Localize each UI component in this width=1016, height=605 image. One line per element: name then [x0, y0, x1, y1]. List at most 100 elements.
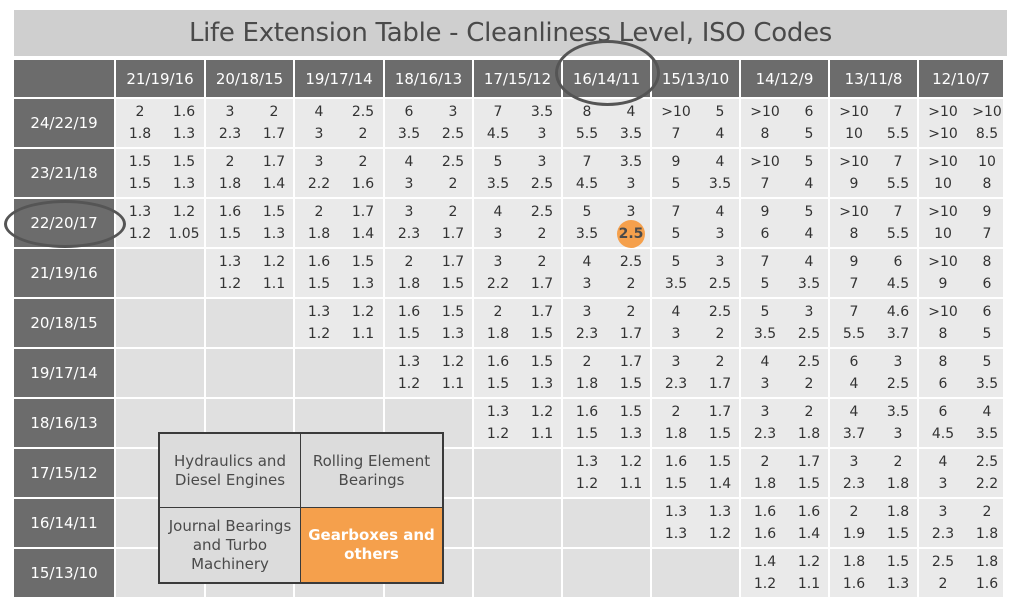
cell-value: 2.5	[797, 354, 821, 370]
empty-cell	[563, 549, 652, 599]
table-corner	[14, 60, 116, 99]
cell-value: 2	[225, 154, 235, 170]
cell-value: 2	[804, 404, 814, 420]
cell-value: 6	[760, 226, 770, 242]
cell-value: 1.7	[797, 454, 821, 470]
cell-value: 1.3	[307, 304, 331, 320]
cell-value: 3	[715, 226, 725, 242]
data-cell: 1.6 1.6 1.6 1.4	[741, 499, 830, 549]
column-header: 18/16/13	[385, 60, 474, 99]
cell-value: 3	[893, 426, 903, 442]
cell-value: 1.2	[218, 276, 242, 292]
legend-hydraulics-label: Hydraulics and Diesel Engines	[174, 451, 286, 489]
data-cell: >10 6 8 5	[919, 299, 1005, 349]
cell-value: 1.6	[753, 504, 777, 520]
data-cell: 5 3 3.5 2.5	[652, 249, 741, 299]
cell-value: 4	[671, 304, 681, 320]
cell-value: 4	[715, 154, 725, 170]
data-cell: 2 1.7 1.8 1.5	[385, 249, 474, 299]
data-cell: 1.3 1.2 1.2 1.1	[295, 299, 385, 349]
cell-value: 3	[938, 504, 948, 520]
cell-value: 8	[582, 104, 592, 120]
cell-value: 1.3	[218, 254, 242, 270]
cell-value: 1.2	[530, 404, 554, 420]
cell-value: 2.5	[530, 176, 554, 192]
cell-value: >10	[928, 126, 958, 142]
cell-value: 2	[269, 104, 279, 120]
cell-value: 1.4	[351, 226, 375, 242]
cell-value: >10	[972, 104, 1002, 120]
cell-value: 7	[671, 126, 681, 142]
data-cell: 4 2.5 3 2.2	[919, 449, 1005, 499]
row-header: 18/16/13	[14, 399, 116, 449]
cell-value: 1.1	[441, 376, 465, 392]
cell-value: 2	[893, 454, 903, 470]
cell-value: 5	[804, 204, 814, 220]
cell-value: 1.7	[262, 154, 286, 170]
cell-value: >10	[928, 154, 958, 170]
cell-value: 2.2	[486, 276, 510, 292]
cell-value: 2.5	[975, 454, 999, 470]
data-cell: 4 2.5 3 2	[295, 99, 385, 149]
cell-value: 5	[804, 154, 814, 170]
cell-value: 6	[938, 404, 948, 420]
cell-value: 10	[934, 226, 952, 242]
data-cell: 5 3 3.5 2.5	[563, 199, 652, 249]
empty-cell	[116, 249, 206, 299]
cell-value: 1.5	[575, 426, 599, 442]
cell-value: 3	[715, 254, 725, 270]
cell-value: 3.5	[753, 326, 777, 342]
cell-value: 8	[982, 176, 992, 192]
cell-value: 4.5	[931, 426, 955, 442]
cell-value: >10	[839, 204, 869, 220]
cell-value: 1.8	[397, 276, 421, 292]
cell-value: 2.3	[397, 226, 421, 242]
cell-value: 2.5	[886, 376, 910, 392]
row-header: 16/14/11	[14, 499, 116, 549]
cell-value: 1.3	[886, 576, 910, 592]
data-cell: 4 2.5 3 2	[741, 349, 830, 399]
data-cell: 3 2 2.3 1.8	[919, 499, 1005, 549]
data-cell: 4 2.5 3 2	[652, 299, 741, 349]
data-cell: 2 1.7 1.8 1.4	[295, 199, 385, 249]
empty-cell	[474, 549, 563, 599]
cell-value: 1.8	[886, 504, 910, 520]
empty-cell	[206, 349, 295, 399]
cell-value: 6	[982, 304, 992, 320]
column-header: 16/14/11	[563, 60, 652, 99]
cell-value: 1.2	[619, 454, 643, 470]
cell-value: 1.5	[262, 204, 286, 220]
cell-value: 3.5	[397, 126, 421, 142]
legend-gearboxes: Gearboxes and others	[301, 508, 442, 582]
cell-value: 8.5	[975, 126, 999, 142]
cell-value: 5	[671, 176, 681, 192]
cell-value: 4	[760, 354, 770, 370]
data-cell: >10 8 9 6	[919, 249, 1005, 299]
data-cell: 3 2 2.3 1.8	[830, 449, 919, 499]
data-cell: 1.3 1.2 1.2 1.1	[474, 399, 563, 449]
cell-value: 1.7	[351, 204, 375, 220]
cell-value: 1.8	[128, 126, 152, 142]
cell-value: 1.7	[441, 226, 465, 242]
row-header: 19/17/14	[14, 349, 116, 399]
cell-value: 3	[671, 326, 681, 342]
cell-value: 6	[938, 376, 948, 392]
cell-value: 7	[893, 154, 903, 170]
data-cell: 5 3 3.5 2.5	[741, 299, 830, 349]
cell-value: 3.5	[664, 276, 688, 292]
cell-value: 4	[938, 454, 948, 470]
data-cell: >10 5 7 4	[741, 149, 830, 199]
cell-value: 1.8	[575, 376, 599, 392]
cell-value: 1.5	[441, 276, 465, 292]
data-cell: 3 2 2.3 1.7	[206, 99, 295, 149]
cell-value: 3.7	[842, 426, 866, 442]
cell-value: 5	[493, 154, 503, 170]
cell-value: 5.5	[575, 126, 599, 142]
cell-value: 9	[849, 176, 859, 192]
cell-value: 7	[582, 154, 592, 170]
cell-value: 2	[849, 504, 859, 520]
data-cell: 1.3 1.2 1.2 1.1	[385, 349, 474, 399]
empty-cell	[116, 299, 206, 349]
cell-value: 4	[849, 376, 859, 392]
data-cell: 2.5 1.8 2 1.6	[919, 549, 1005, 599]
